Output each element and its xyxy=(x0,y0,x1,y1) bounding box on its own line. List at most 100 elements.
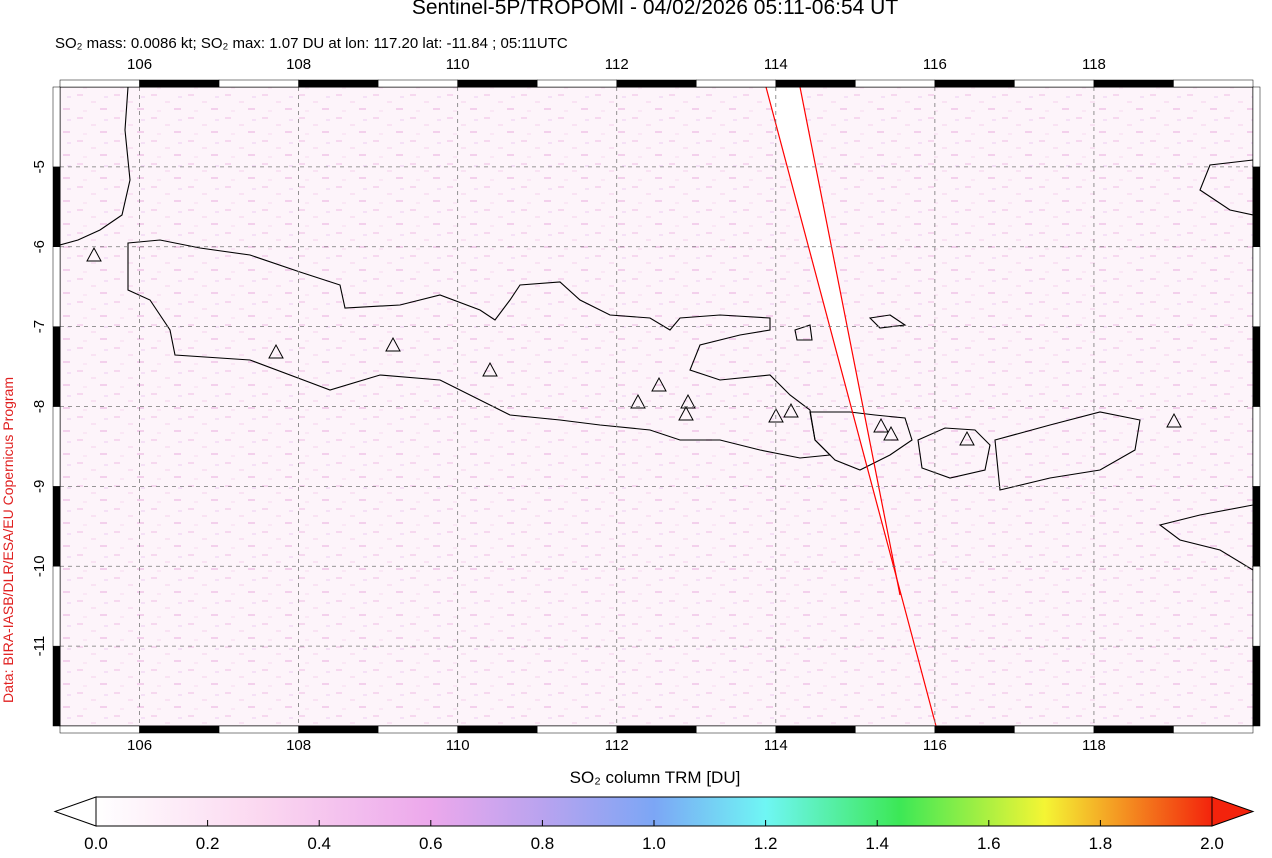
frame-bar xyxy=(1014,725,1095,734)
colorbar-tick-label: 1.4 xyxy=(865,834,889,853)
frame-bar xyxy=(377,79,458,88)
frame-bar xyxy=(1252,86,1261,168)
colorbar-tick-label: 1.0 xyxy=(642,834,666,853)
y-tick-label: -9 xyxy=(31,480,48,493)
frame-bar xyxy=(616,79,697,88)
x-tick-label: 110 xyxy=(446,56,470,73)
frame-bar xyxy=(1252,326,1261,407)
y-tick-label: -6 xyxy=(1269,240,1272,253)
colorbar-tick-label: 0.4 xyxy=(307,834,331,853)
bali-coast xyxy=(809,411,913,471)
x-tick-label: 106 xyxy=(127,737,152,754)
axis-labels: 106 106 108 108 110 110 112 112 114 114 116 116 118 1… xyxy=(31,56,1272,754)
y-tick-label: -9 xyxy=(1269,480,1272,493)
frame-bar xyxy=(218,725,299,734)
y-tick-label: -8 xyxy=(1269,400,1272,413)
java-coast xyxy=(127,239,832,459)
frame-bar xyxy=(934,79,1015,88)
x-tick-label: 106 xyxy=(127,56,152,73)
colorbar-tick-label: 1.8 xyxy=(1089,834,1113,853)
frame-bar xyxy=(1093,79,1174,88)
swath-edge xyxy=(799,87,901,596)
x-tick-label: 112 xyxy=(605,737,629,754)
frame-bar xyxy=(52,86,61,168)
y-tick-label: -11 xyxy=(1269,636,1272,657)
y-tick-label: -8 xyxy=(31,400,48,413)
frame-bar xyxy=(298,79,379,88)
colorbar-tick-label: 2.0 xyxy=(1200,834,1224,853)
sumbawa-coast xyxy=(994,411,1141,491)
frame-bar xyxy=(1252,486,1261,567)
coastlines xyxy=(60,87,1253,571)
frame-bar xyxy=(696,725,777,734)
grid xyxy=(60,87,1253,726)
x-tick-label: 114 xyxy=(764,737,788,754)
x-tick-label: 116 xyxy=(923,737,947,754)
x-tick-label: 118 xyxy=(1082,56,1106,73)
frame-bar xyxy=(59,725,140,734)
y-tick-label: -6 xyxy=(31,240,48,253)
frame-bar xyxy=(52,566,61,647)
frame-bar xyxy=(1252,645,1261,727)
frame-bar xyxy=(52,645,61,727)
frame-bar xyxy=(52,406,61,487)
frame-bar xyxy=(59,79,140,88)
lombok-coast xyxy=(917,427,991,479)
frame-bar xyxy=(1252,566,1261,647)
map-area xyxy=(60,87,1253,726)
frame-bar xyxy=(616,725,697,734)
frame-bar xyxy=(218,79,299,88)
frame-bar xyxy=(1014,79,1095,88)
credit: Data: BIRA-IASB/DLR/ESA/EU Copernicus Pr… xyxy=(0,377,16,703)
sumatra-coast xyxy=(60,87,131,246)
frame-bar xyxy=(298,725,379,734)
frame-bar xyxy=(1252,246,1261,327)
frame-bar xyxy=(52,246,61,327)
frame-bars xyxy=(52,79,1261,734)
title: Sentinel-5P/TROPOMI - 04/02/2026 05:11-0… xyxy=(412,0,899,19)
frame-bar xyxy=(1252,406,1261,487)
x-tick-label: 114 xyxy=(764,56,788,73)
frame-bar xyxy=(934,725,1015,734)
frame-bar xyxy=(536,79,617,88)
x-tick-label: 116 xyxy=(923,56,947,73)
colorbar-tick-label: 0.8 xyxy=(531,834,555,853)
y-tick-label: -7 xyxy=(31,320,48,333)
frame-bar xyxy=(52,326,61,407)
frame-bar xyxy=(52,166,61,247)
x-tick-label: 108 xyxy=(286,56,311,73)
y-tick-label: -5 xyxy=(31,160,48,173)
y-tick-label: -5 xyxy=(1269,160,1272,173)
frame-bar xyxy=(696,79,777,88)
frame-bar xyxy=(1173,79,1254,88)
frame-bar xyxy=(1093,725,1174,734)
y-tick-label: -7 xyxy=(1269,320,1272,333)
swath-edge xyxy=(765,87,937,726)
colorbar-tick-label: 0.6 xyxy=(419,834,443,853)
frame-bar xyxy=(855,725,936,734)
frame-bar xyxy=(457,725,538,734)
volcanoes xyxy=(86,246,1182,446)
subtitle: SO₂ mass: 0.0086 kt; SO₂ max: 1.07 DU at… xyxy=(55,35,568,52)
y-tick-label: -10 xyxy=(31,555,48,577)
frame-bar xyxy=(52,486,61,567)
frame-bar xyxy=(855,79,936,88)
y-tick-label: -10 xyxy=(1269,555,1272,577)
frame-bar xyxy=(775,79,856,88)
frame-bar xyxy=(775,725,856,734)
colorbar-tick-label: 1.6 xyxy=(977,834,1001,853)
colorbar-tick-label: 1.2 xyxy=(754,834,778,853)
x-tick-label: 110 xyxy=(446,737,470,754)
frame-bar xyxy=(377,725,458,734)
borneo-coast xyxy=(1199,159,1253,216)
colorbar-over xyxy=(1211,796,1255,827)
frame-bar xyxy=(139,79,220,88)
frame-bar xyxy=(139,725,220,734)
swath-edges xyxy=(765,87,937,726)
colorbar-ticks: 0.0 0.2 0.4 0.6 0.8 1.0 1.2 1.4 1.6 1.8 2.0 xyxy=(84,820,1224,853)
frame-bar xyxy=(1252,166,1261,247)
colorbar-tick-label: 0.2 xyxy=(196,834,220,853)
frame-bar xyxy=(536,725,617,734)
volcano-markers xyxy=(86,246,1182,446)
